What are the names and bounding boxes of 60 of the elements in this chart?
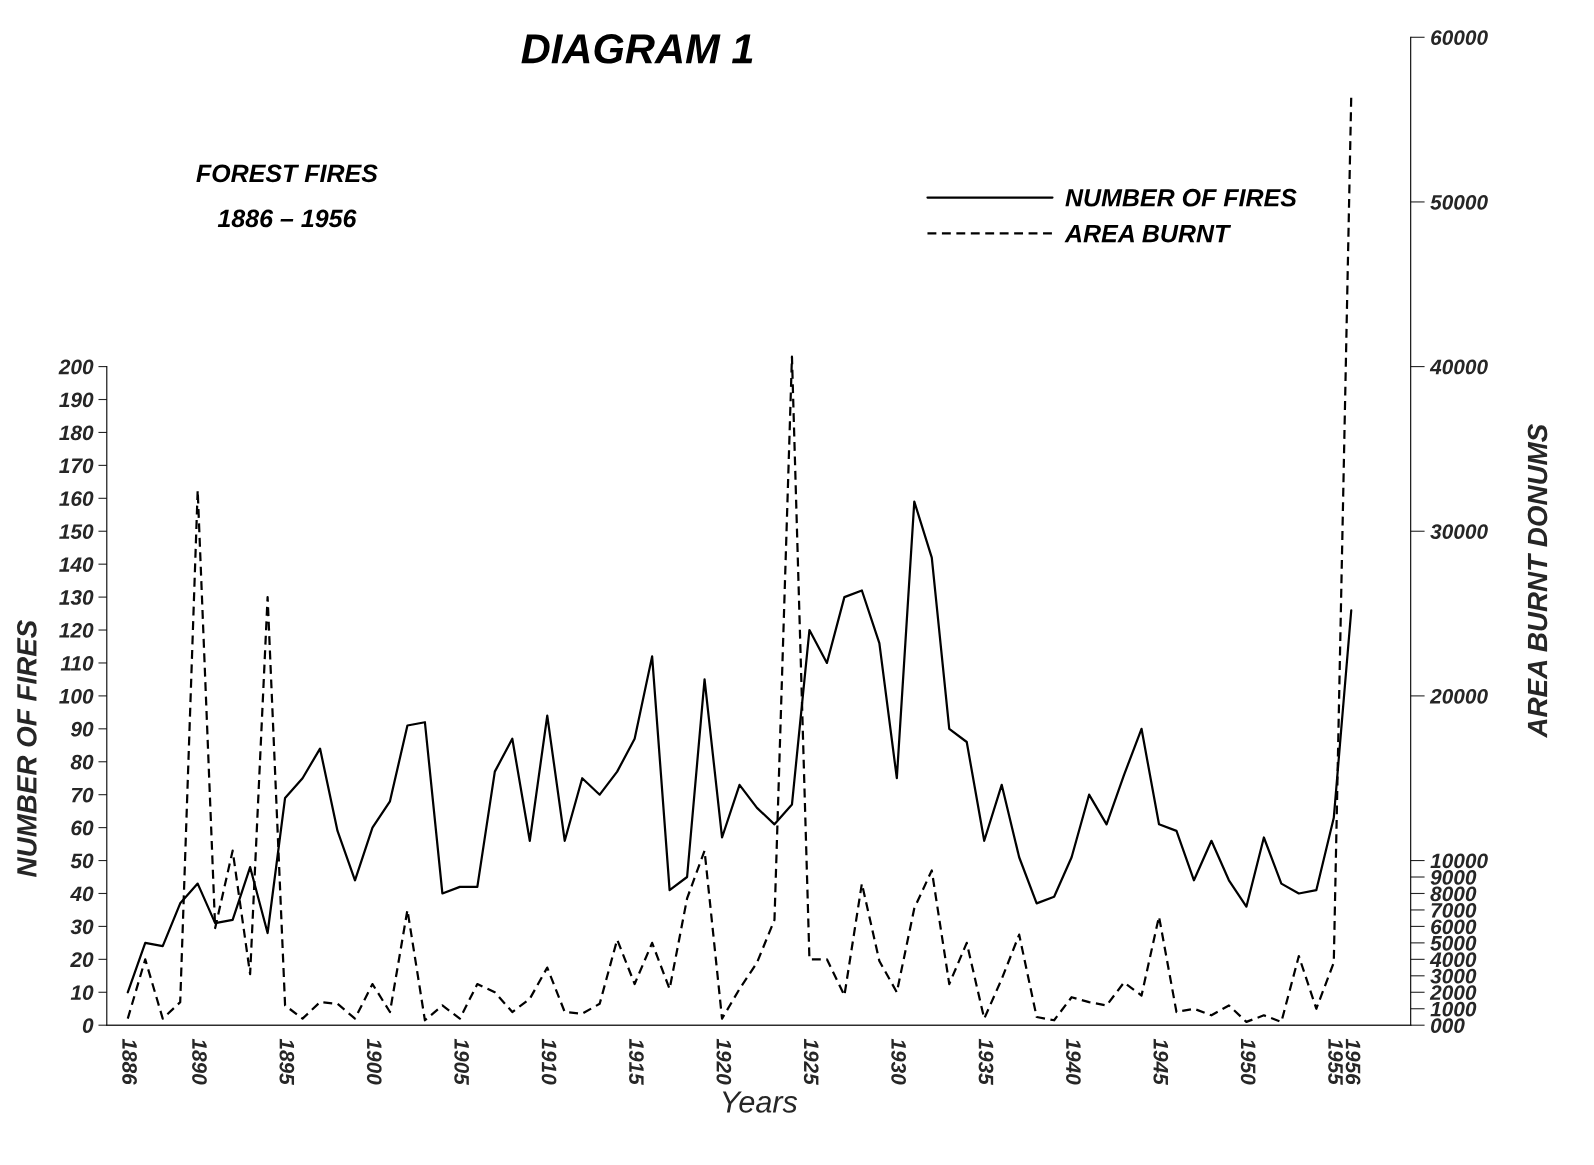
x-tick-label: 1956 (1345, 1038, 1361, 1085)
y2-tick-label: 000 (1431, 1018, 1465, 1033)
x-tick-label: 1915 (629, 1038, 644, 1085)
y-tick-label: 110 (60, 655, 94, 671)
y2-tick-label: 3000 (1430, 968, 1477, 984)
x-tick-label: 1930 (891, 1038, 906, 1085)
x-tick-label: 1935 (978, 1038, 994, 1085)
y2-tick-label: 10000 (1430, 853, 1488, 869)
x-tick-label: 1890 (192, 1038, 207, 1085)
y-tick-label: 200 (58, 359, 94, 375)
y-tick-label: 140 (59, 557, 94, 572)
legend-label: AREA BURNT (1064, 224, 1232, 243)
y-tick-label: 50 (70, 853, 94, 869)
x-tick-label: 1900 (366, 1038, 382, 1085)
y-tick-label: 20 (70, 952, 94, 968)
y2-tick-label: 30000 (1430, 524, 1488, 539)
legend-label: NUMBER OF FIRES (1065, 188, 1297, 207)
x-axis-title: Years (722, 1091, 798, 1113)
y-tick-label: 190 (59, 392, 94, 408)
y-tick-label: 80 (70, 754, 94, 770)
y-tick-label: 70 (71, 787, 94, 803)
x-tick-label: 1905 (454, 1038, 470, 1085)
y-tick-label: 100 (59, 688, 94, 704)
y-tick-label: 40 (70, 886, 94, 902)
y2-tick-label: 60000 (1431, 30, 1488, 46)
x-tick-label: 1945 (1153, 1038, 1169, 1085)
y-tick-label: 180 (59, 425, 94, 441)
y-tick-label: 60 (71, 820, 94, 836)
y-tick-label: 130 (59, 590, 94, 605)
x-tick-label: 1955 (1328, 1038, 1343, 1085)
x-tick-label: 1950 (1240, 1038, 1256, 1085)
y2-tick-label: 50000 (1430, 194, 1488, 210)
y2-tick-label: 7000 (1431, 902, 1477, 918)
y2-tick-label: 20000 (1429, 688, 1488, 704)
x-tick-label: 1925 (803, 1038, 819, 1085)
y-tick-label: 120 (59, 623, 94, 638)
y-tick-label: 170 (59, 458, 94, 474)
y2-tick-label: 9000 (1430, 870, 1477, 885)
y-tick-label: 30 (70, 919, 94, 935)
y-tick-label: 160 (59, 491, 94, 507)
y-tick-label: 150 (59, 524, 94, 539)
text: FOREST FIRES 1886 – 1956 (196, 164, 378, 228)
x-tick-label: 1886 (122, 1038, 137, 1085)
y2-tick-label: 5000 (1430, 935, 1477, 951)
y2-tick-label: 8000 (1430, 886, 1477, 902)
y2-tick-label: 6000 (1431, 919, 1477, 935)
y2-tick-label: 4000 (1429, 952, 1477, 968)
y-tick-label: 90 (70, 721, 94, 737)
x-tick-label: 1895 (279, 1038, 295, 1085)
y2-tick-label: 1000 (1430, 1001, 1477, 1017)
y2-tick-label: 2000 (1429, 985, 1477, 1001)
x-tick-label: 1920 (716, 1038, 732, 1085)
x-tick-label: 1910 (541, 1038, 557, 1085)
chart-title: DIAGRAM 1 (521, 34, 753, 64)
x-tick-label: 1940 (1066, 1038, 1081, 1085)
y-tick-label: 0 (82, 1018, 94, 1033)
y2-tick-label: 40000 (1429, 359, 1488, 375)
y2-axis-title: AREA BURNT DONUMS (1527, 424, 1548, 739)
y-axis-title: NUMBER OF FIRES (17, 620, 37, 877)
y-tick-label: 10 (70, 985, 94, 1001)
